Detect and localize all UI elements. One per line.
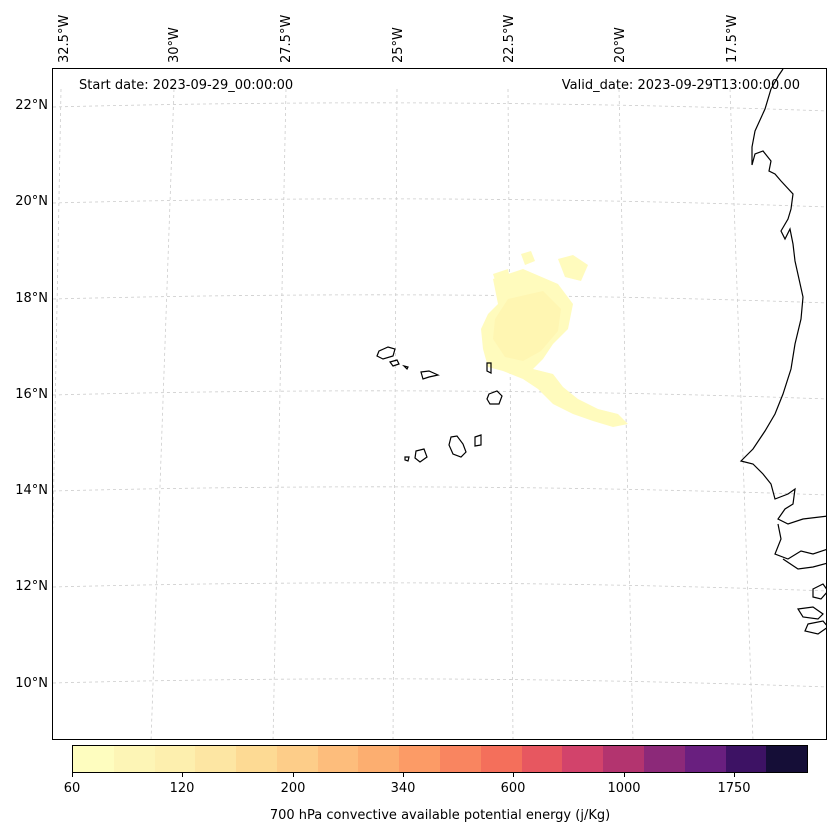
colorbar-segment (236, 746, 277, 772)
lon-label: 32.5°W (57, 14, 72, 63)
start-date: Start date: 2023-09-29_00:00:00 (79, 78, 294, 93)
colorbar-segment (562, 746, 604, 772)
colorbar-segment (73, 746, 114, 772)
cape-region (521, 251, 535, 265)
colorbar-segment (358, 746, 400, 772)
cape-region (558, 255, 588, 281)
colorbar-segment (154, 746, 196, 772)
lon-label: 30°W (167, 27, 182, 63)
lon-label: 20°W (613, 27, 628, 63)
lat-label: 10°N (15, 676, 48, 691)
colorbar-segment (317, 746, 359, 772)
colorbar-segment (113, 746, 155, 772)
map-canvas (53, 69, 826, 739)
colorbar-segment (766, 746, 808, 772)
colorbar-segment (684, 746, 726, 772)
lat-label: 18°N (15, 291, 48, 306)
lat-label: 12°N (15, 579, 48, 594)
colorbar-segment (521, 746, 563, 772)
colorbar-tick: 1750 (717, 781, 751, 796)
colorbar-tick: 120 (169, 781, 195, 796)
lat-label: 14°N (15, 483, 48, 498)
colorbar-tick: 200 (280, 781, 306, 796)
cape-field (481, 251, 628, 427)
colorbar-segment (276, 746, 318, 772)
lat-label: 16°N (15, 387, 48, 402)
colorbar-segment (643, 746, 685, 772)
lon-label: 22.5°W (502, 14, 517, 63)
colorbar-segment (440, 746, 481, 772)
lat-label: 20°N (15, 194, 48, 209)
colorbar-segment (399, 746, 441, 772)
coastline (739, 69, 826, 635)
colorbar (72, 745, 808, 773)
islands (376, 346, 503, 463)
gridlines (53, 88, 826, 739)
colorbar-label: 700 hPa convective available potential e… (269, 808, 611, 823)
colorbar-segment (480, 746, 522, 772)
cape-region (493, 269, 511, 289)
valid-date: Valid_date: 2023-09-29T13:00:00.00 (561, 78, 800, 93)
colorbar-segment (603, 746, 644, 772)
colorbar-tick: 600 (500, 781, 526, 796)
lon-label: 17.5°W (725, 14, 740, 63)
colorbar-segment (195, 746, 237, 772)
colorbar-tick: 1000 (607, 781, 641, 796)
map-panel[interactable] (52, 68, 827, 740)
lon-label: 27.5°W (279, 14, 294, 63)
lat-label: 22°N (15, 98, 48, 113)
colorbar-tick: 60 (63, 781, 81, 796)
colorbar-segment (725, 746, 767, 772)
colorbar-tick: 340 (390, 781, 416, 796)
cape-region (493, 291, 561, 361)
lon-label: 25°W (391, 27, 406, 63)
